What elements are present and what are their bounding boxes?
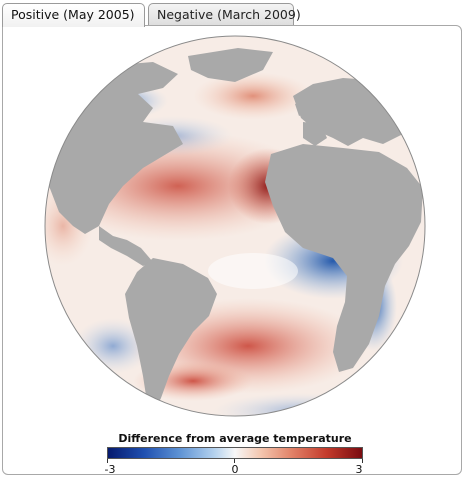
legend-tick-mid xyxy=(234,459,235,463)
tab-bar: Positive (May 2005) Negative (March 2009… xyxy=(0,0,465,27)
map-panel: Difference from average temperature (°C)… xyxy=(2,25,462,475)
legend-color-bar xyxy=(107,447,363,459)
temperature-legend: Difference from average temperature (°C)… xyxy=(104,432,363,475)
globe-outline xyxy=(44,35,426,417)
south-america-land xyxy=(125,258,217,414)
africa-land xyxy=(265,144,423,372)
southern-ocean-cold-patch xyxy=(213,393,393,416)
british-isles-land xyxy=(295,100,309,116)
legend-label-min: -3 xyxy=(104,463,116,475)
legend-tick-max xyxy=(362,459,363,463)
legend-label-max: 3 xyxy=(355,463,363,475)
equatorial-neutral-band xyxy=(208,253,298,289)
legend-label-mid: 0 xyxy=(231,463,239,475)
nordic-warm-patch xyxy=(193,72,313,120)
tab-negative-march-2009[interactable]: Negative (March 2009) xyxy=(148,3,301,25)
greenland-land xyxy=(188,48,273,82)
legend-tick-min xyxy=(107,459,108,463)
ocean-temperature-globe xyxy=(44,35,426,417)
central-america-land xyxy=(99,226,153,266)
tab-positive-may-2005[interactable]: Positive (May 2005) xyxy=(2,3,145,27)
iberia-land xyxy=(303,122,327,146)
